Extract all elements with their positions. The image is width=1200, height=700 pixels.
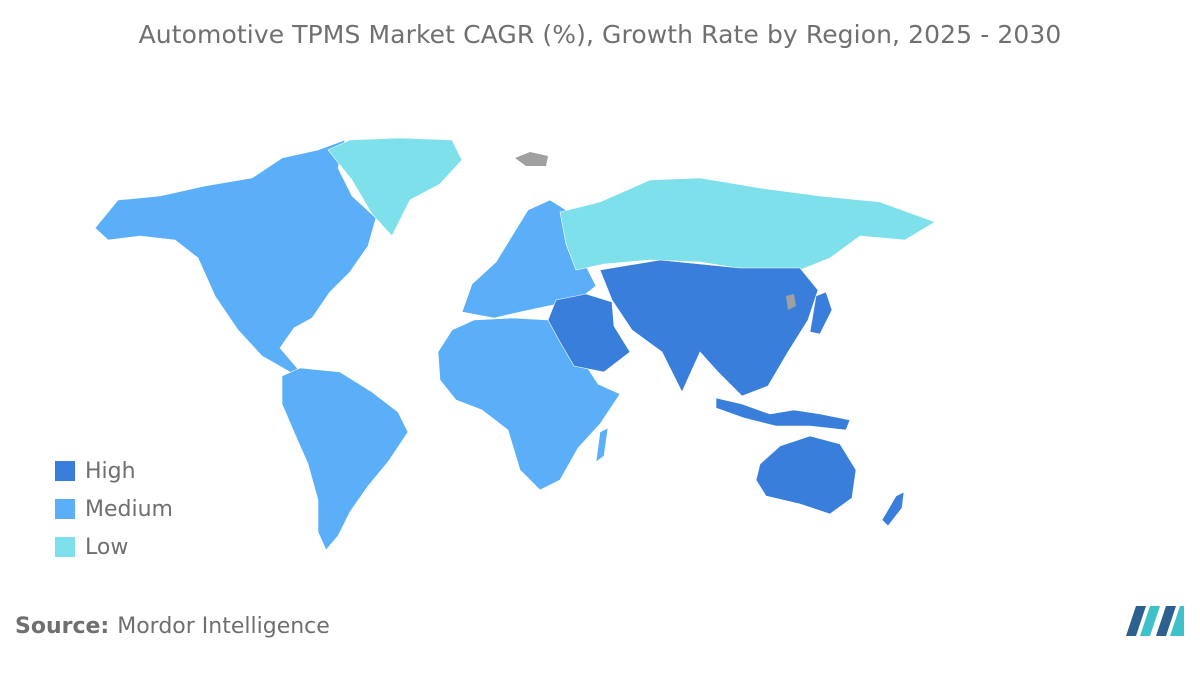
source-value: Mordor Intelligence — [117, 614, 330, 639]
region-australia — [755, 435, 857, 515]
legend-label-low: Low — [85, 534, 129, 560]
region-russia — [559, 177, 936, 271]
mordor-intelligence-logo — [1126, 606, 1184, 636]
source-label: Source: — [15, 614, 110, 639]
region-se-asia-islands — [715, 397, 851, 431]
region-south-america — [281, 367, 409, 551]
legend: High Medium Low — [55, 452, 173, 566]
legend-swatch-high — [55, 461, 75, 481]
region-japan — [809, 291, 833, 335]
logo-mark-left — [1126, 606, 1146, 636]
logo-mark-right — [1156, 606, 1176, 636]
logo-mark-tail — [1170, 606, 1184, 636]
source-note: Source: Mordor Intelligence — [15, 614, 330, 639]
legend-item-medium: Medium — [55, 490, 173, 528]
region-greenland — [327, 137, 463, 237]
legend-label-high: High — [85, 458, 136, 484]
legend-swatch-medium — [55, 499, 75, 519]
chart-title: Automotive TPMS Market CAGR (%), Growth … — [138, 20, 1062, 49]
legend-swatch-low — [55, 537, 75, 557]
region-middle-east — [547, 293, 631, 373]
region-north-america — [94, 139, 377, 377]
legend-label-medium: Medium — [85, 496, 173, 522]
region-madagascar — [595, 427, 609, 463]
region-new-zealand — [881, 491, 905, 527]
region-asia — [599, 259, 819, 397]
world-map — [94, 137, 936, 551]
region-korea-no-data — [786, 294, 796, 310]
legend-item-high: High — [55, 452, 173, 490]
region-svalbard-no-data — [515, 152, 548, 166]
logo-mark-mid — [1140, 606, 1160, 636]
legend-item-low: Low — [55, 528, 173, 566]
